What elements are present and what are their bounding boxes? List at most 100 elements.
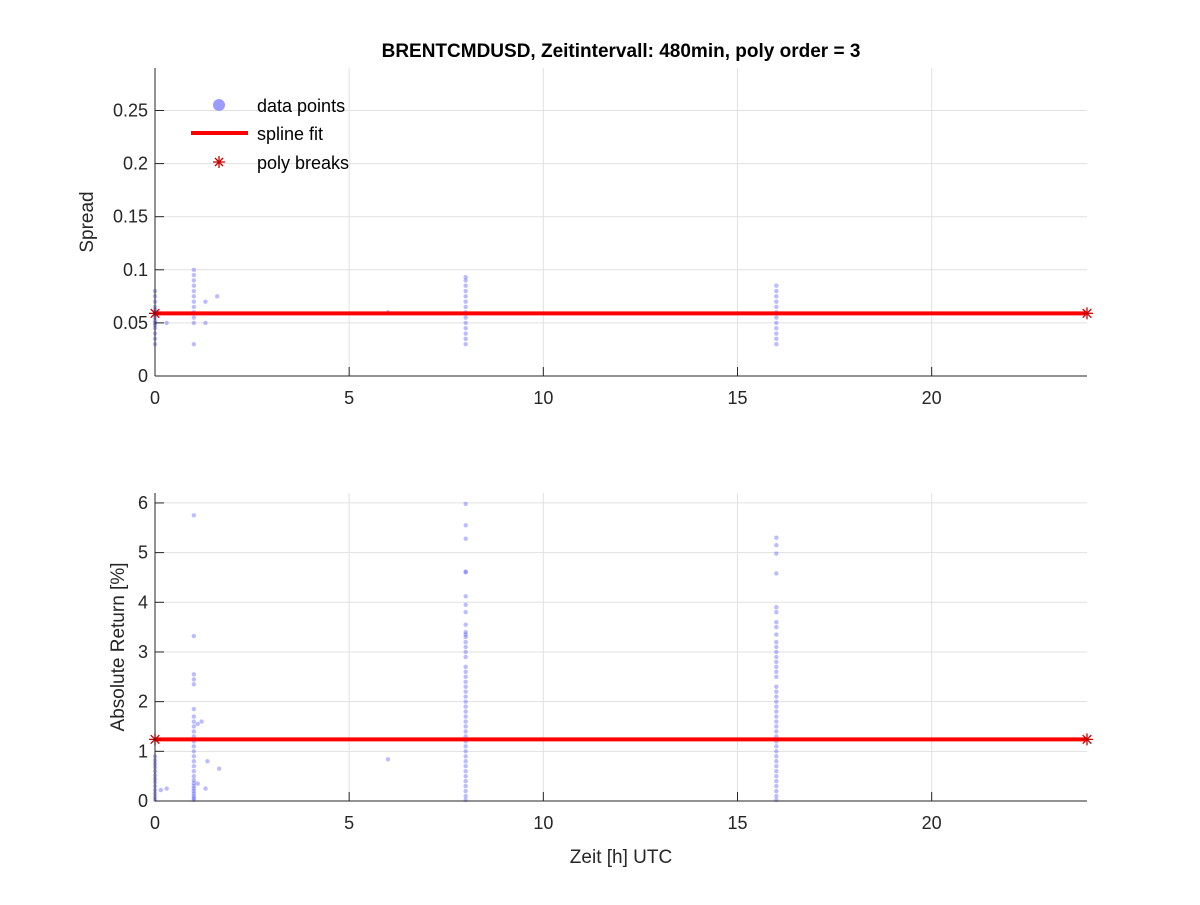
return-data-point [463,654,468,660]
spread-x-tick-label: 20 [922,388,942,408]
return-data-point [774,644,779,650]
return-data-point [774,674,779,680]
return-data-point [774,610,779,615]
return-data-point [463,694,468,699]
return-data-point [191,773,197,779]
return-data-point [463,793,468,799]
return-data-point [164,786,169,791]
return-data-point [463,664,468,670]
return-data-point [774,744,779,749]
spread-data-point [774,304,779,310]
return-x-tick-label: 0 [150,813,160,833]
spread-data-point [463,294,468,299]
return-data-point [774,783,779,789]
return-data-point [774,764,779,769]
return-data-point [463,788,468,794]
return-data-point [774,669,779,675]
return-data-point [463,719,468,724]
return-data-point [463,639,468,645]
spread-data-point [463,299,468,304]
spread-data-point [774,283,779,288]
spread-x-tick-label: 10 [533,388,553,408]
return-data-point [191,791,197,796]
return-data-point [191,777,197,783]
return-data-point [191,513,197,518]
return-y-tick-label: 0 [138,791,148,811]
return-data-point [191,706,197,712]
return-y-tick-label: 5 [138,543,148,563]
spread-data-point [191,272,197,278]
legend-poly-breaks-label: poly breaks [257,153,349,173]
return-y-tick-label: 2 [138,692,148,712]
spread-data-point [191,341,197,347]
spread-y-tick-label: 0.1 [123,260,148,280]
return-data-point [191,764,197,769]
return-data-point [774,684,779,689]
return-data-point [774,714,779,719]
spread-y-tick-label: 0.2 [123,154,148,174]
spread-data-point [463,326,468,331]
return-data-point [191,633,197,639]
return-panel: 0 5 10 15 20 0 1 2 3 4 5 6 Absolute Return [%] Zeit… [108,493,1093,868]
return-ticks: 0 5 10 15 20 0 1 2 3 4 5 6 [138,493,942,833]
return-data-point [191,783,197,789]
spread-data-point [774,315,779,320]
legend: data points spline fit poly breaks [191,96,349,173]
return-x-tick-label: 5 [344,813,354,833]
return-data-point [463,644,468,650]
return-data-point [463,501,468,507]
return-data-point [385,757,391,762]
return-data-point [195,781,200,786]
spread-y-tick-label: 0.15 [113,207,148,227]
spread-data-point [774,299,779,304]
return-data-point [774,659,779,665]
return-data-point [203,786,208,791]
return-data-point [463,754,468,759]
return-data-point [463,778,468,784]
return-data-point [774,759,779,764]
return-data-point [774,773,779,779]
spread-data-point [191,299,197,304]
spread-data-point [463,341,468,347]
return-data-point [463,684,468,689]
return-data-point [463,602,468,607]
spread-data-point [463,320,468,326]
return-data-point [191,788,197,794]
return-poly-break-marker [1081,733,1093,746]
spread-poly-break-marker [1081,307,1093,320]
spread-data-point [463,304,468,310]
spread-data-point [191,288,197,294]
legend-data-points-marker [213,99,225,111]
return-data-point [191,768,197,774]
return-data-point [463,689,468,694]
return-data-point [463,649,468,655]
spread-y-tick-label: 0 [138,366,148,386]
return-data-point [463,569,468,574]
return-data-point [191,724,197,729]
return-data-point [774,699,779,704]
return-data-point [191,672,197,677]
spread-data-point [191,267,197,272]
return-data-point [774,694,779,699]
spread-data-point [463,315,468,320]
return-data-point [463,634,468,640]
spread-data-point [774,320,779,326]
spread-y-axis-label: Spread [77,191,98,252]
return-data-point [158,787,164,793]
spread-y-tick-label: 0.25 [113,100,148,120]
return-data-point [463,724,468,729]
return-data-point [463,714,468,719]
return-y-tick-label: 4 [138,592,148,612]
spread-ticks: 0 5 10 15 20 0 0.05 0.1 0.15 0.2 0.25 [113,100,942,408]
return-data-point [463,523,468,528]
return-x-tick-label: 10 [533,813,553,833]
spread-data-point [774,331,779,336]
return-data-point [774,754,779,759]
return-data-point [774,788,779,794]
spread-data-point [191,283,197,288]
return-plot-area [155,493,1087,801]
return-data-point [199,719,204,724]
spread-data-point [463,283,468,288]
return-data-point [774,649,779,655]
